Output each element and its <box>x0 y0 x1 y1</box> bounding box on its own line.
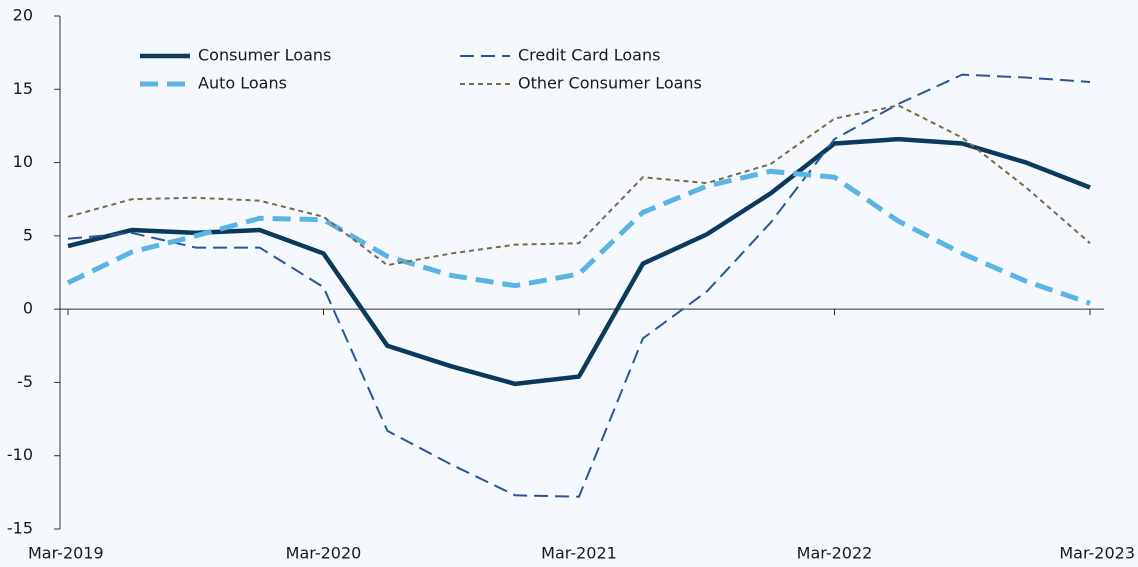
y-tick-label: 20 <box>13 6 33 25</box>
series-line <box>67 73 1091 498</box>
y-tick-label: 0 <box>23 299 33 318</box>
legend-label: Consumer Loans <box>198 46 331 65</box>
y-tick-label: 5 <box>23 225 33 244</box>
y-tick-label: 15 <box>13 79 33 98</box>
x-tick-label: Mar-2020 <box>286 544 362 563</box>
x-tick-label: Mar-2021 <box>541 544 617 563</box>
x-tick-label: Mar-2019 <box>28 544 104 563</box>
legend-label: Other Consumer Loans <box>518 74 702 93</box>
x-tick-label: Mar-2023 <box>1059 544 1135 563</box>
series-line <box>66 168 1091 306</box>
legend-label: Auto Loans <box>198 74 287 93</box>
series-line <box>67 136 1091 387</box>
x-tick-label: Mar-2022 <box>797 544 873 563</box>
legend-label: Credit Card Loans <box>518 46 660 65</box>
y-tick-label: -15 <box>7 519 33 538</box>
series-line <box>67 104 1091 267</box>
y-tick-label: -5 <box>17 372 33 391</box>
y-tick-label: -10 <box>7 445 33 464</box>
y-tick-label: 10 <box>13 152 33 171</box>
